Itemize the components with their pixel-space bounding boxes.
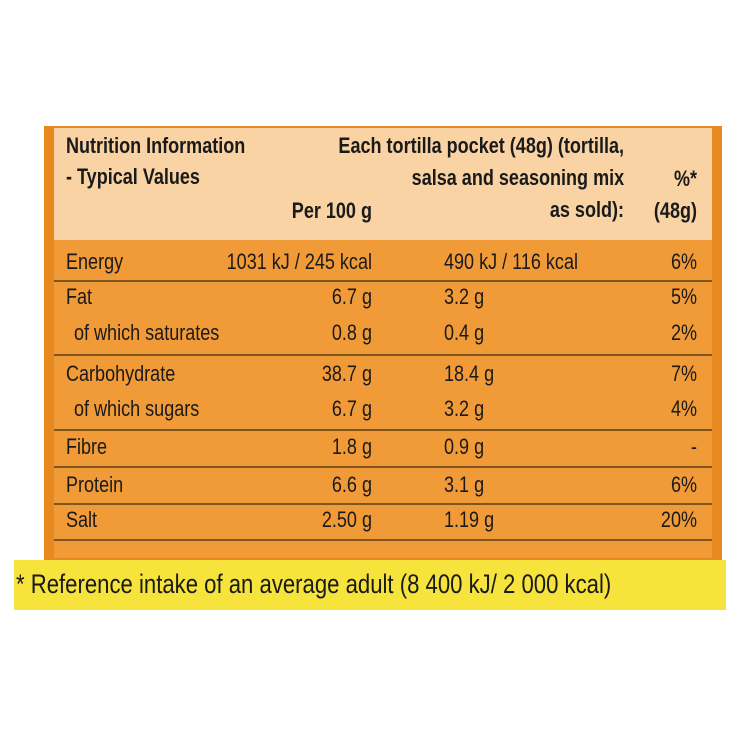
label-text: (48g)	[654, 199, 697, 223]
label-text: Protein	[66, 473, 123, 497]
label-text: salsa and seasoning mix	[412, 166, 625, 190]
label-text: Carbohydrate	[66, 362, 175, 386]
label-text: Fibre	[66, 435, 107, 459]
label-text: 3.2 g	[444, 285, 484, 309]
content: Nutrition Information - Typical Values Eac…	[16, 134, 712, 600]
label-text: 5%	[671, 285, 697, 309]
label-text: 6%	[671, 473, 697, 497]
footnote-band	[14, 560, 726, 610]
label-text: 4%	[671, 397, 697, 421]
label-text: of which saturates	[74, 321, 219, 345]
label-text: 2%	[671, 321, 697, 345]
label-text: 18.4 g	[444, 362, 494, 386]
label-text: Per 100 g	[292, 199, 372, 223]
label-text: Each tortilla pocket (48g) (tortilla,	[338, 134, 624, 158]
label-text: 7%	[671, 362, 697, 386]
label-text: 38.7 g	[322, 362, 372, 386]
label-text: 0.4 g	[444, 321, 484, 345]
label-text: Fat	[66, 285, 92, 309]
label-text: 1.19 g	[444, 508, 494, 532]
header-band	[54, 128, 712, 240]
label-text: %*	[674, 167, 697, 191]
label-text: -	[691, 435, 697, 459]
label-text: 3.2 g	[444, 397, 484, 421]
label-text: 6.7 g	[332, 285, 372, 309]
label-text: Energy	[66, 250, 124, 274]
table-body	[54, 240, 712, 558]
label-text: as sold):	[550, 198, 624, 222]
label-text: 2.50 g	[322, 508, 372, 532]
label-text: 3.1 g	[444, 473, 484, 497]
label-text: of which sugars	[74, 397, 199, 421]
label-text: 0.9 g	[444, 435, 484, 459]
label-text: 0.8 g	[332, 321, 372, 345]
label-text: 1031 kJ / 245 kcal	[227, 250, 372, 274]
label-text: Nutrition Information	[66, 134, 245, 158]
label-text: - Typical Values	[66, 165, 200, 189]
label-text: 20%	[661, 508, 697, 532]
label-text: 6%	[671, 250, 697, 274]
label-text: 490 kJ / 116 kcal	[444, 250, 578, 274]
label-text: 6.7 g	[332, 397, 372, 421]
label-text: 6.6 g	[332, 473, 372, 497]
label-text: Salt	[66, 508, 97, 532]
label-text: * Reference intake of an average adult (…	[16, 570, 611, 600]
label-text: 1.8 g	[332, 435, 372, 459]
